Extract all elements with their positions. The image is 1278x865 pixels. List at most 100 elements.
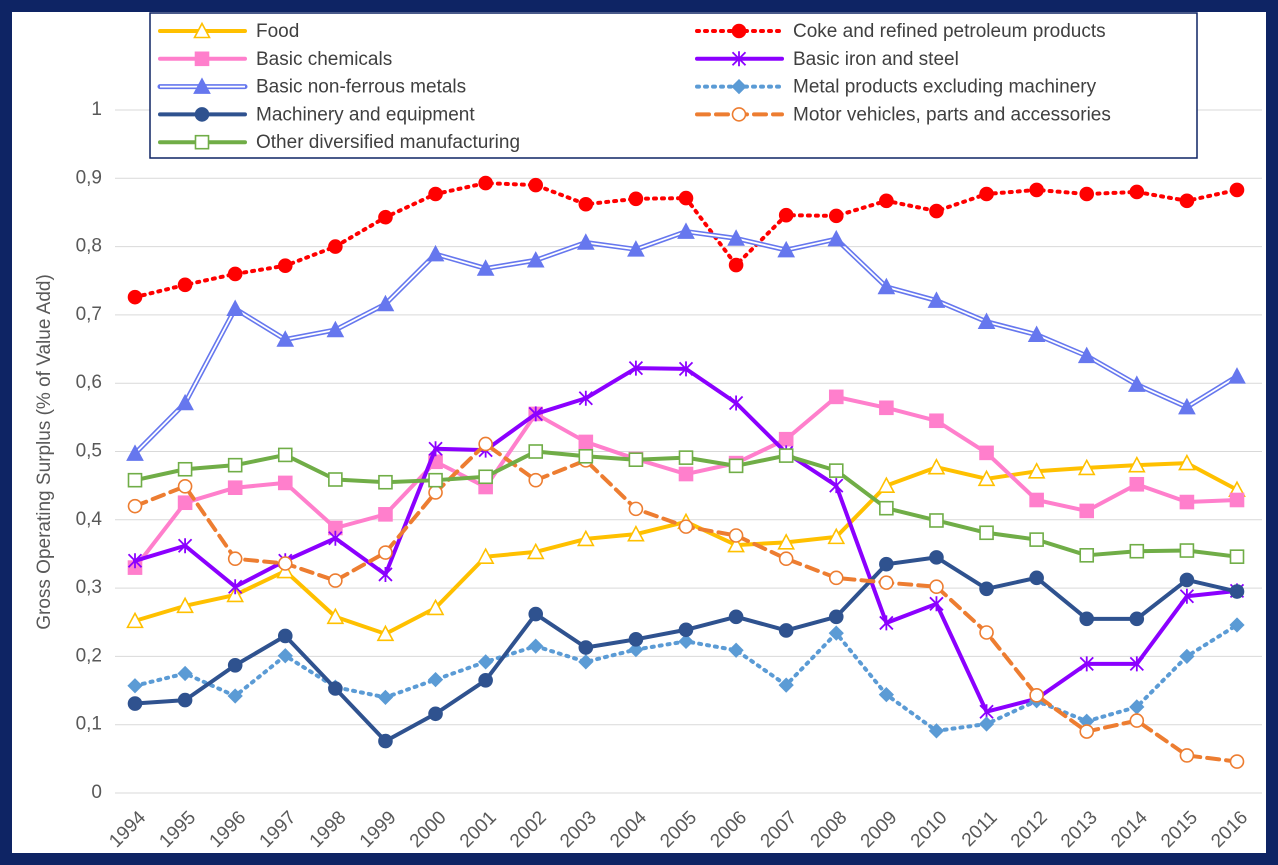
legend-label: Food (256, 21, 299, 42)
marker (879, 193, 894, 209)
marker (526, 542, 545, 560)
marker (194, 107, 210, 122)
marker (328, 530, 343, 546)
legend-item: Basic iron and steel (695, 49, 959, 70)
marker (1079, 724, 1095, 739)
marker (1029, 182, 1044, 198)
marker (879, 400, 894, 416)
marker (276, 330, 295, 347)
marker (927, 458, 946, 475)
y-tick-label: 1 (91, 99, 102, 120)
marker (678, 466, 694, 482)
marker (1178, 397, 1196, 415)
marker (728, 395, 744, 411)
marker (1079, 548, 1095, 563)
legend-label: Other diversified manufacturing (256, 132, 520, 153)
marker (628, 360, 644, 376)
marker (778, 677, 794, 693)
marker (731, 107, 747, 122)
marker (728, 458, 744, 474)
marker (227, 688, 243, 704)
marker (778, 448, 794, 463)
marker (478, 673, 493, 688)
marker (277, 628, 293, 644)
marker (828, 463, 844, 478)
marker (578, 390, 593, 406)
marker (1179, 748, 1195, 763)
marker (428, 706, 443, 722)
marker (378, 209, 393, 225)
marker (1129, 611, 1145, 627)
marker (227, 457, 243, 473)
marker (627, 524, 645, 542)
marker (1079, 611, 1095, 627)
marker (727, 229, 745, 246)
marker (678, 190, 694, 206)
marker (226, 299, 245, 317)
y-tick-label: 0,8 (76, 236, 102, 257)
marker (478, 436, 493, 452)
marker (979, 525, 994, 541)
marker (277, 258, 293, 274)
marker (228, 579, 243, 595)
marker (878, 687, 894, 703)
marker (928, 723, 945, 739)
marker (927, 291, 946, 308)
marker (193, 77, 211, 94)
marker (277, 475, 293, 491)
marker (879, 556, 894, 572)
marker (778, 623, 794, 638)
marker (127, 472, 143, 488)
marker (1179, 193, 1195, 209)
marker (1179, 648, 1195, 665)
marker (977, 312, 996, 330)
marker (328, 573, 343, 588)
marker (879, 575, 894, 590)
marker (177, 495, 193, 511)
marker (578, 434, 594, 450)
marker (1127, 455, 1146, 473)
marker (227, 551, 243, 567)
marker (227, 657, 243, 673)
marker (628, 501, 644, 517)
marker (1179, 588, 1195, 604)
marker (528, 406, 543, 422)
marker (627, 240, 645, 257)
marker (378, 733, 393, 749)
marker (1229, 617, 1245, 633)
marker (1129, 543, 1145, 559)
marker (127, 498, 143, 514)
y-tick-label: 0,2 (76, 645, 102, 666)
marker (377, 689, 394, 706)
marker (478, 654, 494, 670)
marker (678, 622, 694, 638)
marker (378, 474, 393, 490)
marker (177, 479, 193, 494)
marker (177, 692, 193, 708)
marker (176, 596, 194, 614)
marker (326, 607, 345, 625)
marker (929, 203, 944, 219)
marker (428, 485, 443, 500)
marker (979, 445, 994, 461)
series (127, 550, 1245, 749)
marker (628, 452, 644, 467)
marker (578, 654, 594, 670)
marker (1077, 346, 1096, 364)
legend-item: Basic non-ferrous metals (157, 77, 466, 98)
marker (426, 244, 445, 262)
marker (428, 186, 443, 202)
marker (328, 239, 343, 254)
marker (177, 461, 193, 477)
marker (628, 641, 644, 658)
marker (126, 611, 144, 629)
marker (176, 393, 194, 411)
series (127, 436, 1245, 769)
marker (828, 208, 844, 224)
marker (977, 469, 996, 487)
marker (929, 579, 944, 595)
marker (628, 632, 644, 647)
marker (677, 222, 695, 239)
marker (929, 550, 944, 565)
